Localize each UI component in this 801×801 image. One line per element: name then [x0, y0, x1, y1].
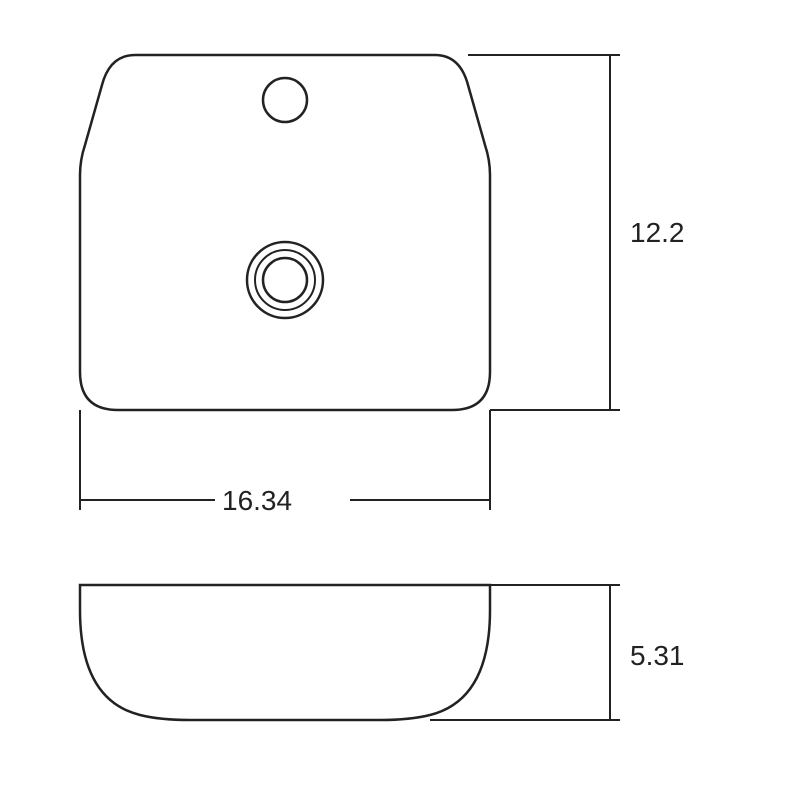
dim-width: 16.34 — [80, 410, 490, 516]
dim-height-label: 5.31 — [630, 640, 685, 671]
dim-depth: 12.2 — [468, 55, 685, 410]
technical-drawing: 16.34 12.2 5.31 — [0, 0, 801, 801]
faucet-hole — [263, 78, 307, 122]
dim-depth-label: 12.2 — [630, 217, 685, 248]
side-view — [80, 585, 490, 720]
drain-ring-inner — [263, 258, 307, 302]
top-view — [80, 55, 490, 410]
sink-outline-top — [80, 55, 490, 410]
dim-width-label: 16.34 — [222, 485, 292, 516]
dim-height: 5.31 — [430, 585, 685, 720]
sink-outline-side — [80, 585, 490, 720]
drain-ring-outer — [247, 242, 323, 318]
